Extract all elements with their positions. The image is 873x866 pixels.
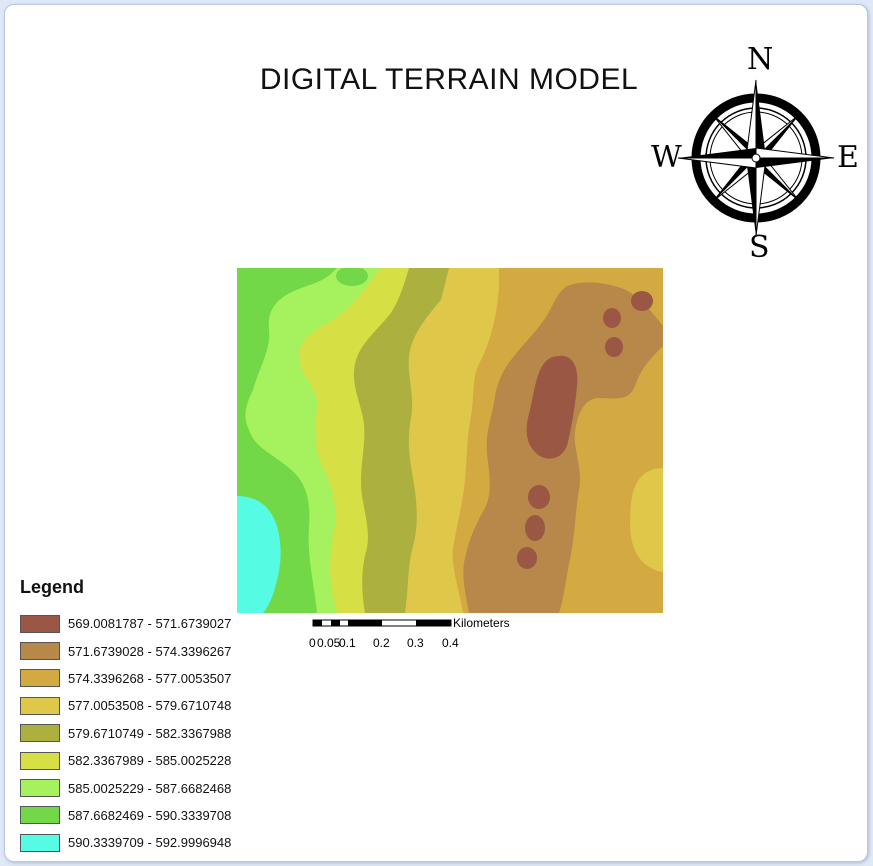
legend-label: 571.6739028 - 574.3396267 [68, 643, 232, 659]
legend-item: 587.6682469 - 590.3339708 [20, 802, 231, 829]
scale-label-0-4: 0.4 [442, 636, 459, 650]
scale-label-0: 0 [309, 636, 316, 650]
legend-item: 585.0025229 - 587.6682468 [20, 774, 231, 801]
legend-label: 585.0025229 - 587.6682468 [68, 780, 232, 796]
scale-label-0-05: 0.05 [317, 636, 341, 650]
scale-unit-label: Kilometers [453, 617, 510, 630]
map-layout-frame: DIGITAL TERRAIN MODEL [4, 4, 868, 862]
legend-label: 574.3396268 - 577.0053507 [68, 670, 232, 686]
legend-swatch [20, 642, 60, 661]
legend-swatch [20, 806, 60, 825]
legend-list: 569.0081787 - 571.6739027 571.6739028 - … [20, 610, 231, 857]
legend-item: 590.3339709 - 592.9996948 [20, 829, 231, 856]
legend-swatch [20, 779, 60, 798]
compass-w-label: W [651, 140, 682, 175]
legend-swatch [20, 614, 60, 633]
legend-item: 569.0081787 - 571.6739027 [20, 610, 231, 637]
scale-label-0-1: 0.1 [339, 636, 356, 650]
legend-label: 587.6682469 - 590.3339708 [68, 807, 232, 823]
legend-swatch [20, 751, 60, 770]
compass-n-label: N [747, 42, 773, 77]
legend-swatch [20, 696, 60, 715]
scale-label-0-3: 0.3 [407, 636, 424, 650]
legend-label: 569.0081787 - 571.6739027 [68, 616, 232, 632]
compass-rose-icon: N S E W [651, 42, 859, 263]
legend-item: 579.6710749 - 582.3367988 [20, 720, 231, 747]
compass-e-label: E [837, 140, 859, 175]
legend-label: 590.3339709 - 592.9996948 [68, 835, 232, 851]
legend-label: 577.0053508 - 579.6710748 [68, 698, 232, 714]
compass-s-label: S [749, 230, 770, 263]
legend-title: Legend [20, 577, 85, 597]
legend-swatch [20, 833, 60, 852]
scale-bar: Kilometers 0 0.05 0.1 0.2 0.3 0.4 [309, 617, 510, 650]
legend-swatch [20, 669, 60, 688]
legend-item: 577.0053508 - 579.6710748 [20, 692, 231, 719]
legend-label: 579.6710749 - 582.3367988 [68, 725, 232, 741]
map-title: DIGITAL TERRAIN MODEL [259, 63, 639, 96]
legend-label: 582.3367989 - 585.0025228 [68, 753, 232, 769]
legend-item: 582.3367989 - 585.0025228 [20, 747, 231, 774]
scale-label-0-2: 0.2 [373, 636, 390, 650]
legend-item: 571.6739028 - 574.3396267 [20, 637, 231, 664]
legend-swatch [20, 724, 60, 743]
terrain-map [237, 268, 663, 613]
legend-item: 574.3396268 - 577.0053507 [20, 665, 231, 692]
